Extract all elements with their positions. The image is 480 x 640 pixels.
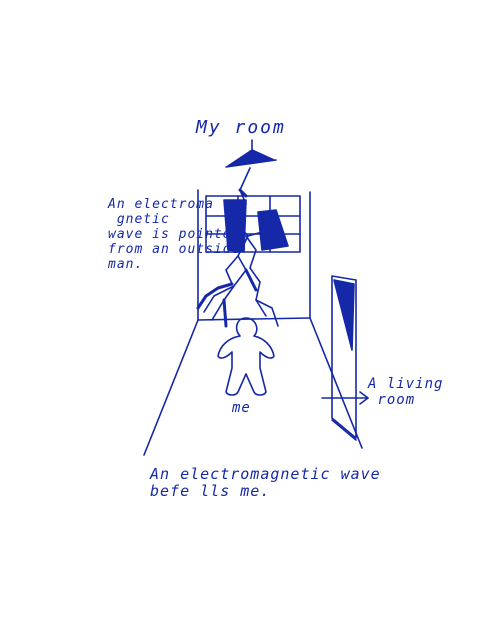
title-label: My room	[196, 117, 286, 138]
ceiling-lamp	[225, 139, 277, 168]
room-walls	[143, 189, 363, 456]
electromagnetic-wave	[196, 167, 279, 328]
person-figure	[217, 317, 275, 396]
wave-source-label: An electroma gnetic wave is pointed from…	[108, 197, 241, 272]
me-label: me	[232, 400, 251, 416]
living-room-label: A living room	[368, 376, 444, 409]
door	[331, 275, 357, 441]
wave-befalls-caption: An electromagnetic wave befe lls me.	[150, 465, 381, 501]
arrow-to-living-room	[321, 391, 369, 405]
